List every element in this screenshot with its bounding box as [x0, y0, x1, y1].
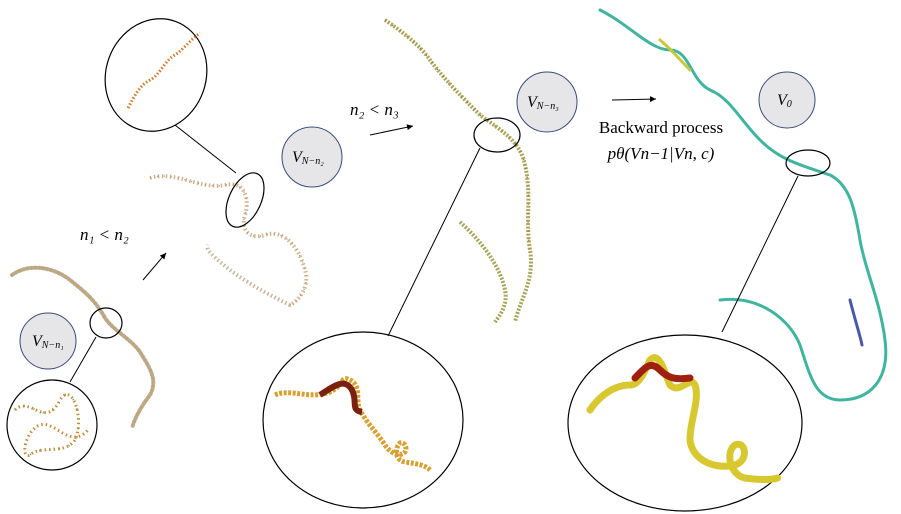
- zoom-circle: [262, 331, 464, 509]
- zoom-detail: [126, 31, 201, 109]
- zoom-detail: [586, 354, 782, 483]
- state-label: V0: [777, 92, 792, 111]
- chain-stage-1: [10, 265, 156, 430]
- zoom-region: [473, 117, 521, 153]
- zoom-detail: [13, 393, 90, 457]
- state-node: [516, 71, 578, 133]
- zoom-detail: [273, 376, 432, 472]
- zoom-line: [387, 147, 481, 337]
- zoom-circle: [104, 18, 208, 132]
- zoom-region: [785, 149, 831, 177]
- arrow: [611, 96, 657, 103]
- chain-stage-3: [383, 18, 533, 324]
- transition-label: n₂ < n₃: [350, 100, 399, 119]
- state-label: VN−n₃: [527, 94, 559, 113]
- arrow: [369, 124, 414, 136]
- backward-title: Backward process: [599, 118, 723, 137]
- zoom-region: [89, 307, 123, 339]
- zoom-circle: [567, 334, 803, 512]
- zoom-line: [174, 124, 237, 174]
- transition-label: n₁ < n₂: [80, 225, 129, 244]
- state-node: [19, 312, 77, 370]
- arrow: [142, 252, 167, 281]
- zoom-region: [225, 172, 265, 228]
- zoom-line: [721, 175, 799, 333]
- state-label: VN−n₂: [292, 149, 324, 168]
- state-node: [758, 71, 816, 129]
- backward-formula: pθ(Vn−1|Vn, c): [607, 144, 715, 163]
- chain-stage-4: [598, 8, 888, 402]
- zoom-line: [69, 336, 97, 383]
- chain-stage-2: [149, 174, 309, 308]
- state-label: VN−n₁: [32, 333, 64, 352]
- state-node: [281, 126, 343, 188]
- zoom-circle: [6, 379, 98, 471]
